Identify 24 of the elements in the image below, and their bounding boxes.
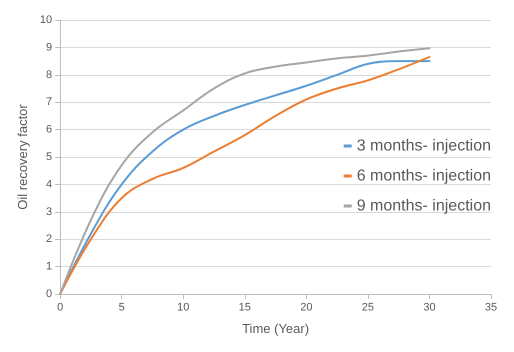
y-tick-label: 1	[46, 260, 52, 273]
y-axis-title: Oil recovery factor	[15, 104, 30, 210]
y-tick-label: 6	[46, 124, 52, 136]
y-tick-label: 8	[46, 68, 52, 81]
y-tick-label: 9	[46, 41, 52, 54]
x-tick-label: 5	[118, 302, 125, 314]
y-tick-label: 0	[46, 288, 52, 300]
x-tick-label: 25	[362, 302, 374, 314]
y-tick-label: 7	[46, 96, 52, 108]
legend-label: 9 months- injection	[356, 198, 492, 214]
legend-label: 3 months- injection	[356, 138, 492, 154]
x-tick-label: 0	[57, 302, 64, 314]
y-tick-label: 3	[46, 206, 52, 218]
x-tick-label: 30	[423, 302, 436, 314]
x-tick-label: 35	[484, 302, 498, 314]
x-tick-label: 10	[177, 302, 190, 314]
legend-label: 6 months- injection	[356, 168, 492, 184]
y-tick-label: 2	[46, 233, 52, 246]
y-tick-label: 5	[46, 151, 52, 163]
y-tick-label: 10	[40, 14, 52, 26]
x-tick-label: 20	[300, 302, 312, 314]
x-axis-title: Time (Year)	[242, 321, 310, 336]
y-tick-label: 4	[46, 178, 52, 190]
x-tick-label: 15	[238, 302, 251, 314]
